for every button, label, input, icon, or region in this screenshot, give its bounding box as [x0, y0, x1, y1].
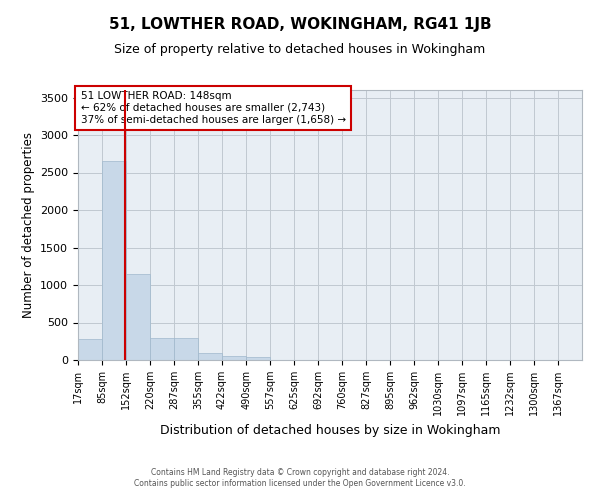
Text: 51 LOWTHER ROAD: 148sqm
← 62% of detached houses are smaller (2,743)
37% of semi: 51 LOWTHER ROAD: 148sqm ← 62% of detache…: [80, 92, 346, 124]
Bar: [246, 358, 270, 360]
Y-axis label: Number of detached properties: Number of detached properties: [22, 132, 35, 318]
Bar: [174, 338, 198, 360]
Bar: [222, 356, 246, 360]
Bar: [78, 339, 102, 360]
Text: Contains HM Land Registry data © Crown copyright and database right 2024.
Contai: Contains HM Land Registry data © Crown c…: [134, 468, 466, 487]
Bar: [126, 274, 150, 360]
X-axis label: Distribution of detached houses by size in Wokingham: Distribution of detached houses by size …: [160, 424, 500, 436]
Bar: [198, 353, 223, 360]
Text: Size of property relative to detached houses in Wokingham: Size of property relative to detached ho…: [115, 42, 485, 56]
Bar: [150, 338, 175, 360]
Text: 51, LOWTHER ROAD, WOKINGHAM, RG41 1JB: 51, LOWTHER ROAD, WOKINGHAM, RG41 1JB: [109, 18, 491, 32]
Bar: [102, 161, 127, 360]
